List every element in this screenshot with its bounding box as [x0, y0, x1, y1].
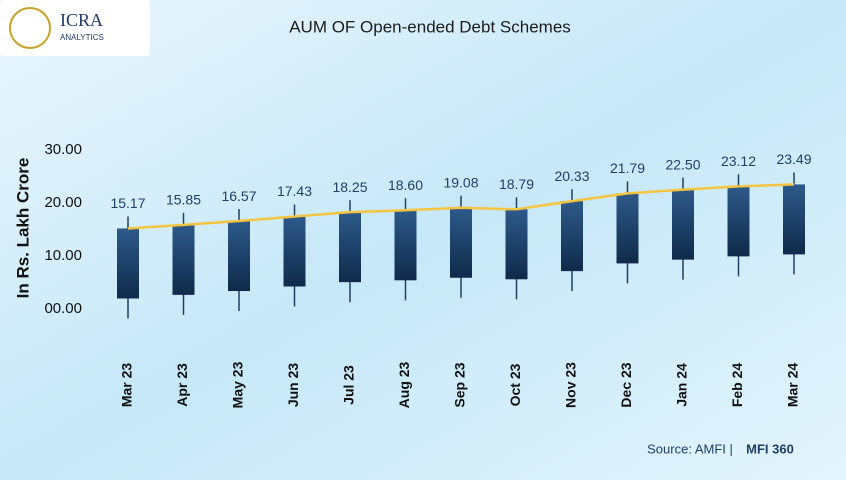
- y-axis-label: In Rs. Lakh Crore: [13, 158, 32, 299]
- candle: [172, 224, 195, 295]
- logo-name: ICRA: [60, 10, 103, 30]
- source: Source: AMFI |: [647, 441, 733, 456]
- value-label: 22.50: [665, 156, 700, 172]
- value-label: 18.79: [499, 176, 534, 192]
- value-label: 18.60: [388, 177, 423, 193]
- candle: [561, 201, 583, 272]
- value-label: 23.49: [776, 151, 811, 167]
- x-tick-label: Jul 23: [341, 365, 357, 405]
- candle: [339, 212, 361, 283]
- candle: [283, 216, 306, 287]
- x-tick-label: Oct 23: [507, 363, 523, 406]
- value-label: 19.08: [443, 174, 478, 190]
- x-tick-label: Mar 24: [785, 363, 801, 408]
- y-tick-label: 00.00: [44, 300, 82, 317]
- trend-line: [127, 183, 795, 230]
- x-tick-label: Apr 23: [174, 363, 190, 407]
- value-label: 20.33: [554, 168, 589, 184]
- value-label: 21.79: [610, 160, 645, 176]
- x-tick-label: Sep 23: [452, 362, 468, 407]
- candle: [616, 193, 639, 264]
- x-tick-label: May 23: [230, 361, 246, 408]
- logo-subtitle: ANALYTICS: [60, 33, 104, 42]
- value-label: 15.85: [166, 192, 201, 208]
- logo-mark: [9, 7, 51, 49]
- y-tick-label: 10.00: [44, 247, 82, 264]
- value-label: 17.43: [277, 183, 312, 199]
- candle: [450, 207, 472, 278]
- candle: [228, 221, 250, 292]
- value-label: 23.12: [721, 153, 756, 169]
- logo-box: [0, 0, 150, 56]
- x-tick-label: Jun 23: [285, 363, 301, 408]
- x-tick-label: Feb 24: [729, 363, 745, 408]
- chart-title: AUM OF Open-ended Debt Schemes: [289, 17, 571, 36]
- candle: [394, 210, 417, 281]
- value-label: 16.57: [221, 188, 256, 204]
- x-tick-label: Nov 23: [563, 362, 579, 408]
- candle: [783, 184, 805, 255]
- source-brand: MFI 360: [746, 441, 794, 456]
- x-tick-label: Aug 23: [396, 361, 412, 408]
- candle: [727, 186, 750, 257]
- value-label: 18.25: [332, 179, 367, 195]
- x-tick-label: Mar 23: [119, 363, 135, 408]
- candle: [505, 209, 528, 280]
- y-tick-label: 20.00: [44, 194, 82, 211]
- candle: [672, 189, 694, 260]
- x-tick-label: Jan 24: [674, 363, 690, 407]
- value-label: 15.17: [110, 195, 145, 211]
- candle: [117, 228, 139, 299]
- x-tick-label: Dec 23: [618, 362, 634, 407]
- y-tick-label: 30.00: [44, 141, 82, 158]
